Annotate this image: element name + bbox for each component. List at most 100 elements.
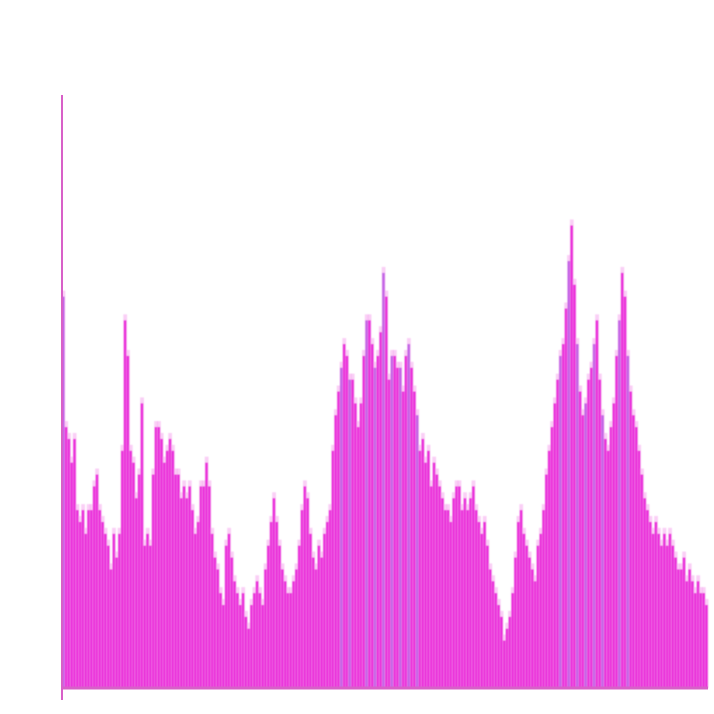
- bar: [199, 486, 203, 688]
- bar: [421, 438, 425, 688]
- bar: [132, 462, 135, 688]
- bar: [643, 498, 646, 688]
- bar: [561, 344, 565, 688]
- bar: [500, 616, 503, 688]
- bars-group: [61, 219, 709, 689]
- bar: [559, 355, 562, 688]
- bar: [654, 521, 658, 688]
- bar: [163, 462, 166, 688]
- bar: [314, 569, 318, 688]
- bar: [224, 545, 228, 688]
- bar: [581, 415, 585, 688]
- bar: [188, 486, 191, 688]
- bar: [486, 545, 489, 688]
- bar: [539, 533, 543, 688]
- bar: [174, 474, 177, 688]
- bar: [247, 628, 250, 688]
- bar: [533, 581, 537, 688]
- bar: [609, 427, 613, 688]
- bar: [472, 486, 475, 688]
- bar: [640, 474, 644, 688]
- bar: [171, 450, 175, 688]
- bar: [283, 581, 287, 688]
- bar: [390, 355, 394, 688]
- bar: [466, 510, 470, 688]
- bar: [401, 391, 405, 688]
- bar: [671, 545, 675, 688]
- bar: [525, 545, 529, 688]
- bar: [81, 510, 85, 688]
- bar: [556, 379, 559, 688]
- bar: [70, 462, 74, 688]
- bar: [76, 510, 79, 688]
- bar: [685, 581, 689, 688]
- bar: [196, 521, 200, 688]
- bar: [682, 557, 686, 688]
- bar: [300, 510, 304, 688]
- bar: [497, 604, 500, 688]
- bar: [519, 510, 523, 688]
- bar: [269, 521, 273, 688]
- bar: [348, 379, 352, 688]
- bar: [632, 415, 635, 688]
- bar: [629, 391, 632, 688]
- bar: [328, 510, 332, 688]
- bar: [567, 261, 571, 688]
- bar: [112, 533, 116, 688]
- bar: [359, 403, 363, 688]
- bar: [309, 533, 312, 688]
- bar: [460, 510, 464, 688]
- bar: [536, 545, 540, 688]
- bar: [550, 427, 554, 688]
- bar: [373, 367, 377, 688]
- bar: [491, 581, 495, 688]
- bar: [410, 367, 413, 688]
- bar: [626, 355, 630, 688]
- bar: [612, 403, 616, 688]
- bar: [601, 415, 604, 688]
- bar: [413, 391, 416, 688]
- bar: [216, 569, 220, 688]
- bar: [511, 593, 514, 688]
- bar: [62, 296, 65, 688]
- bar: [244, 616, 248, 688]
- bar: [351, 379, 354, 688]
- bar: [604, 438, 607, 688]
- bar: [140, 403, 144, 688]
- bar: [233, 581, 236, 688]
- bar: [570, 225, 573, 688]
- bar: [435, 474, 439, 688]
- bar: [480, 533, 484, 688]
- bar: [665, 545, 669, 688]
- bar: [230, 557, 234, 688]
- bar: [154, 427, 158, 688]
- bar: [623, 296, 627, 688]
- bar: [92, 486, 96, 688]
- bar: [598, 379, 602, 688]
- bar: [528, 557, 531, 688]
- bar: [508, 616, 512, 688]
- bar: [688, 569, 691, 688]
- bar: [368, 320, 371, 688]
- bar: [165, 450, 169, 688]
- bar: [202, 486, 206, 688]
- bar: [210, 533, 214, 688]
- bar: [424, 462, 427, 688]
- bar: [674, 557, 677, 688]
- bar: [446, 510, 450, 688]
- bar: [575, 344, 579, 688]
- bar: [606, 450, 610, 688]
- bar: [326, 521, 329, 688]
- bar: [573, 284, 576, 688]
- bar: [393, 355, 397, 688]
- bar: [123, 320, 127, 688]
- bar: [458, 486, 461, 688]
- bar: [463, 498, 467, 688]
- bar: [637, 450, 641, 688]
- bar: [101, 521, 104, 688]
- bar: [297, 545, 301, 688]
- bar: [668, 533, 672, 688]
- bar: [620, 272, 624, 688]
- bar: [146, 533, 149, 688]
- bar: [696, 581, 700, 688]
